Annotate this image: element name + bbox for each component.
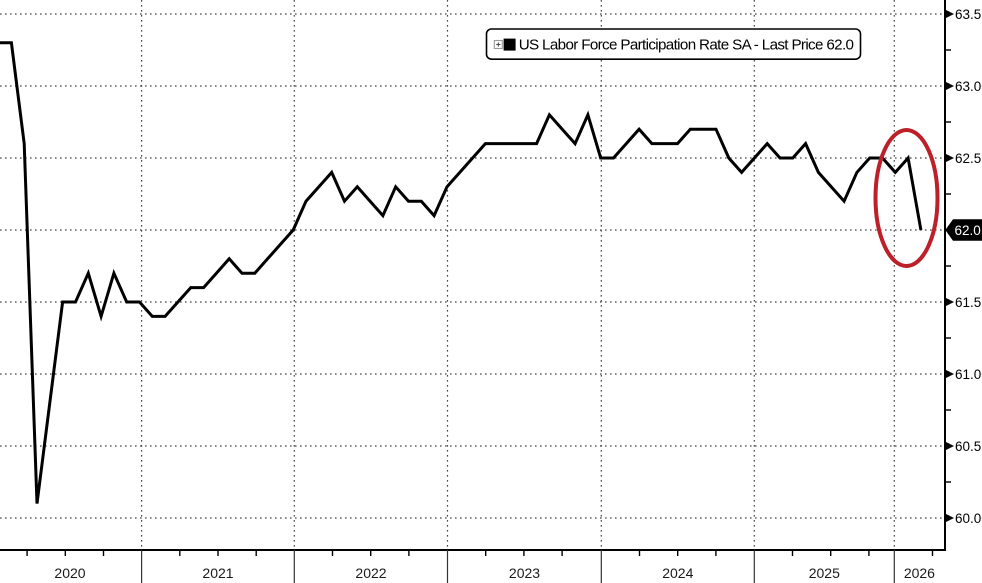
svg-text:60.0: 60.0 [955,511,981,526]
svg-text:2020: 2020 [54,565,85,581]
svg-text:63.5: 63.5 [955,7,981,22]
svg-text:2025: 2025 [809,565,840,581]
svg-text:60.5: 60.5 [955,439,981,454]
svg-text:2021: 2021 [202,565,233,581]
svg-text:61.5: 61.5 [955,295,981,310]
svg-text:2022: 2022 [355,565,386,581]
svg-text:62.5: 62.5 [955,151,981,166]
svg-text:2026: 2026 [904,565,935,581]
svg-text:US Labor Force Participation R: US Labor Force Participation Rate SA - L… [519,36,854,53]
svg-text:2023: 2023 [509,565,540,581]
svg-text:61.0: 61.0 [955,367,981,382]
svg-text:62.0: 62.0 [955,223,981,238]
svg-text:63.0: 63.0 [955,79,981,94]
svg-text:2024: 2024 [662,565,693,581]
